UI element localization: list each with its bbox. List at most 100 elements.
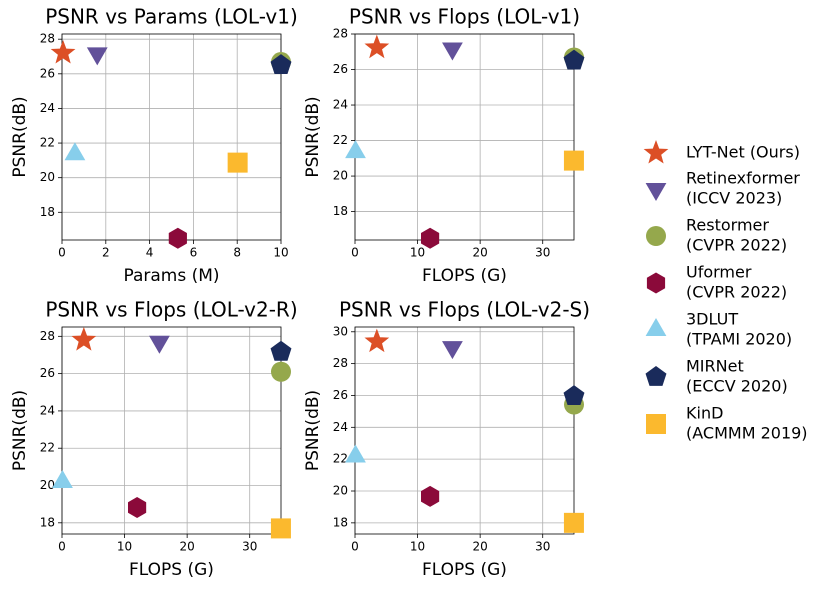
y-tick-label: 28 [40, 329, 55, 343]
legend-label: Uformer [686, 263, 752, 282]
y-tick-label: 20 [40, 170, 55, 184]
axes-frame [61, 326, 282, 535]
subplot-title: PSNR vs Flops (LOL-v1) [349, 5, 580, 29]
point [345, 140, 366, 159]
legend-label: Restormer [686, 216, 769, 235]
legend-marker [645, 183, 667, 201]
y-tick-label: 20 [40, 478, 55, 492]
legend-label: (ECCV 2020) [686, 377, 788, 396]
legend-marker [645, 366, 667, 386]
point [127, 497, 147, 519]
y-tick-label: 20 [333, 484, 348, 498]
point [64, 142, 86, 161]
point [364, 328, 390, 353]
axes-frame [354, 326, 575, 535]
legend-label: 3DLUT [686, 310, 738, 329]
y-tick-label: 22 [333, 133, 348, 147]
point [563, 512, 584, 533]
point [563, 49, 585, 70]
x-tick-label: 20 [180, 540, 195, 554]
legend-marker [646, 272, 666, 294]
point [168, 227, 187, 249]
x-tick-label: 6 [190, 246, 198, 260]
point [442, 42, 463, 61]
legend-marker [645, 318, 667, 336]
x-tick-label: 0 [351, 540, 359, 554]
point [52, 469, 73, 488]
x-axis-label: FLOPS (G) [422, 266, 507, 286]
y-tick-label: 26 [333, 62, 348, 76]
y-tick-label: 18 [333, 515, 348, 529]
x-axis-label: FLOPS (G) [129, 560, 214, 580]
legend-label: LYT-Net (Ours) [686, 143, 800, 162]
y-tick-label: 26 [333, 388, 348, 402]
x-tick-label: 10 [117, 540, 132, 554]
y-tick-label: 24 [40, 403, 55, 417]
y-tick-label: 26 [40, 366, 55, 380]
y-axis-label: PSNR(dB) [10, 96, 30, 177]
x-tick-label: 0 [351, 246, 359, 260]
legend-marker [643, 140, 669, 164]
subplot-title: PSNR vs Params (LOL-v1) [45, 5, 298, 29]
x-tick-label: 8 [233, 246, 241, 260]
x-tick-label: 30 [242, 540, 257, 554]
legend-label: Retinexformer [686, 169, 800, 188]
point [270, 54, 292, 75]
x-tick-label: 20 [473, 246, 488, 260]
point [71, 327, 97, 351]
legend-marker [646, 226, 666, 246]
point [563, 150, 584, 171]
x-tick-label: 10 [410, 540, 425, 554]
legend-label: (ACMMM 2019) [686, 424, 808, 443]
legend-label: MIRNet [686, 357, 744, 376]
y-tick-label: 22 [40, 441, 55, 455]
point [270, 518, 291, 539]
y-tick-label: 26 [40, 66, 55, 80]
y-axis-label: PSNR(dB) [303, 96, 323, 177]
y-tick-label: 18 [333, 204, 348, 218]
y-tick-label: 18 [40, 515, 55, 529]
legend-label: (CVPR 2022) [686, 236, 787, 255]
legend-label: (TPAMI 2020) [686, 330, 792, 349]
point [50, 40, 76, 64]
point [345, 444, 366, 463]
x-tick-label: 30 [535, 246, 550, 260]
point [227, 152, 248, 173]
x-tick-label: 10 [410, 246, 425, 260]
axes-frame [354, 33, 575, 241]
point [149, 335, 170, 354]
y-tick-label: 24 [40, 101, 55, 115]
x-tick-label: 4 [146, 246, 154, 260]
y-tick-label: 28 [333, 356, 348, 370]
point [420, 227, 440, 249]
legend-marker [646, 414, 666, 434]
point [420, 485, 440, 507]
point [271, 361, 291, 382]
point [563, 385, 585, 406]
subplot-title: PSNR vs Flops (LOL-v2-R) [45, 298, 297, 322]
point [364, 34, 390, 59]
y-axis-label: PSNR(dB) [10, 390, 30, 471]
point [270, 340, 292, 361]
legend-label: (CVPR 2022) [686, 283, 787, 302]
y-tick-label: 22 [40, 136, 55, 150]
x-tick-label: 0 [58, 246, 66, 260]
x-tick-label: 30 [535, 540, 550, 554]
legend-label: KinD [686, 404, 723, 423]
axes-frame [61, 33, 282, 241]
y-tick-label: 22 [333, 452, 348, 466]
y-tick-label: 28 [40, 32, 55, 46]
y-tick-label: 18 [40, 205, 55, 219]
point [442, 341, 463, 360]
y-tick-label: 30 [333, 324, 348, 338]
y-tick-label: 28 [333, 27, 348, 41]
x-tick-label: 20 [473, 540, 488, 554]
y-tick-label: 24 [333, 98, 348, 112]
y-axis-label: PSNR(dB) [303, 390, 323, 471]
x-axis-label: Params (M) [123, 266, 219, 286]
legend-label: (ICCV 2023) [686, 189, 782, 208]
subplot-title: PSNR vs Flops (LOL-v2-S) [339, 298, 590, 322]
x-tick-label: 2 [102, 246, 110, 260]
y-tick-label: 20 [333, 169, 348, 183]
